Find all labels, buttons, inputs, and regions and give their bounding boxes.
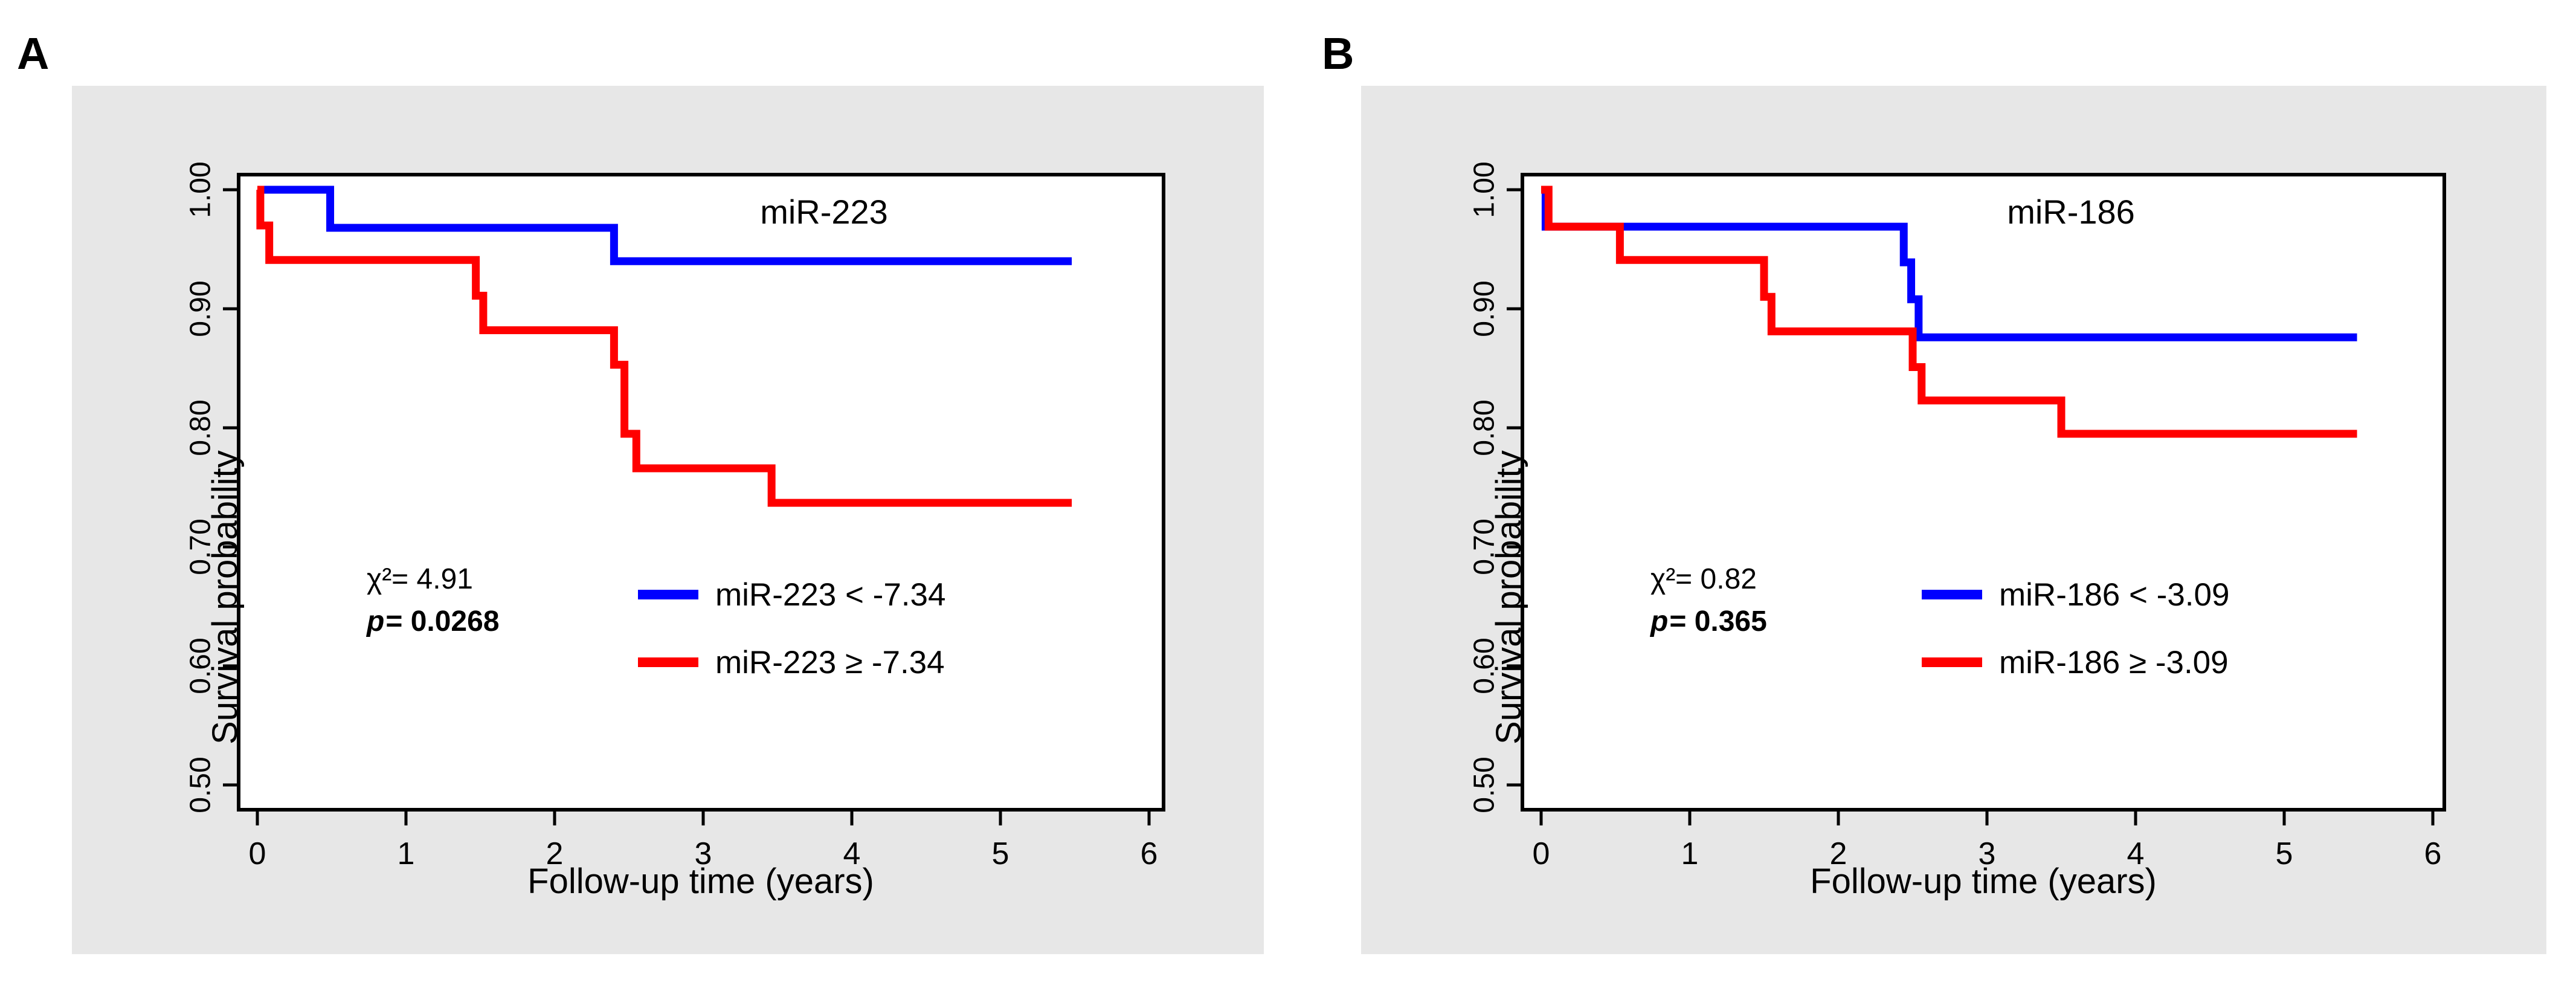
km-plot-a: 1.00 0.90 0.80 0.70 0.60 0.50 0 1 2 3 4 5 6 xyxy=(185,161,1165,871)
svg-text:0.50: 0.50 xyxy=(1469,757,1501,813)
panel-a-letter: A xyxy=(17,28,50,79)
svg-text:1.00: 1.00 xyxy=(1469,161,1501,218)
svg-text:0.60: 0.60 xyxy=(1469,638,1501,694)
x-axis-label-a: Follow-up time (years) xyxy=(527,862,874,901)
chi-square-value-a: χ²= 4.91 xyxy=(367,563,473,595)
stats-block-b: χ²= 0.82 p= 0.365 xyxy=(1650,558,1767,642)
plot-title-b: miR-186 xyxy=(2007,193,2135,231)
svg-text:4: 4 xyxy=(2127,836,2145,871)
km-plot-b: 1.00 0.90 0.80 0.70 0.60 0.50 0 1 2 3 4 5 6 xyxy=(1469,161,2446,871)
svg-text:1: 1 xyxy=(398,836,415,871)
svg-text:0.60: 0.60 xyxy=(185,638,217,694)
legend-swatch-red-a xyxy=(638,657,698,667)
svg-text:3: 3 xyxy=(695,836,712,871)
svg-text:3: 3 xyxy=(1979,836,1996,871)
y-axis-label-a: Survival probability xyxy=(205,450,245,744)
svg-text:0: 0 xyxy=(1533,836,1550,871)
legend-label-low-a: miR-223 < -7.34 xyxy=(715,576,946,613)
svg-text:5: 5 xyxy=(2276,836,2293,871)
legend-item-high-b: miR-186 ≥ -3.09 xyxy=(1922,644,2229,680)
p-value-a: p= 0.0268 xyxy=(367,605,500,638)
svg-text:2: 2 xyxy=(546,836,564,871)
legend-item-low-b: miR-186 < -3.09 xyxy=(1922,576,2230,613)
p-value-b: p= 0.365 xyxy=(1650,605,1767,638)
stats-block-a: χ²= 4.91 p= 0.0268 xyxy=(367,558,500,642)
legend-label-low-b: miR-186 < -3.09 xyxy=(1999,576,2230,613)
legend-swatch-blue-b xyxy=(1922,590,1982,599)
legend-label-high-b: miR-186 ≥ -3.09 xyxy=(1999,644,2229,680)
svg-text:6: 6 xyxy=(2424,836,2442,871)
svg-text:4: 4 xyxy=(843,836,861,871)
svg-text:0.50: 0.50 xyxy=(185,757,217,813)
svg-text:0.90: 0.90 xyxy=(185,280,217,337)
svg-text:0.80: 0.80 xyxy=(185,399,217,456)
svg-text:2: 2 xyxy=(1830,836,1847,871)
panel-b: 1.00 0.90 0.80 0.70 0.60 0.50 0 1 2 3 4 5 6 Survival… xyxy=(1361,86,2546,954)
panel-b-letter: B xyxy=(1322,28,1354,79)
legend-item-low-a: miR-223 < -7.34 xyxy=(638,576,946,613)
svg-text:0.70: 0.70 xyxy=(185,518,217,575)
legend-label-high-a: miR-223 ≥ -7.34 xyxy=(715,644,945,680)
svg-text:5: 5 xyxy=(992,836,1009,871)
svg-text:0.80: 0.80 xyxy=(1469,399,1501,456)
svg-text:0.90: 0.90 xyxy=(1469,280,1501,337)
y-axis-label-b: Survival probability xyxy=(1489,450,1528,744)
svg-text:1.00: 1.00 xyxy=(185,161,217,218)
x-axis-label-b: Follow-up time (years) xyxy=(1810,862,2157,901)
svg-text:1: 1 xyxy=(1681,836,1699,871)
plot-title-a: miR-223 xyxy=(760,193,888,231)
svg-text:0.70: 0.70 xyxy=(1469,518,1501,575)
legend-swatch-red-b xyxy=(1922,657,1982,667)
panel-a: 1.00 0.90 0.80 0.70 0.60 0.50 0 1 2 3 4 5 6 Survival… xyxy=(72,86,1264,954)
svg-text:0: 0 xyxy=(249,836,266,871)
legend-item-high-a: miR-223 ≥ -7.34 xyxy=(638,644,945,680)
chi-square-value-b: χ²= 0.82 xyxy=(1650,563,1757,595)
legend-swatch-blue-a xyxy=(638,590,698,599)
svg-text:6: 6 xyxy=(1141,836,1158,871)
